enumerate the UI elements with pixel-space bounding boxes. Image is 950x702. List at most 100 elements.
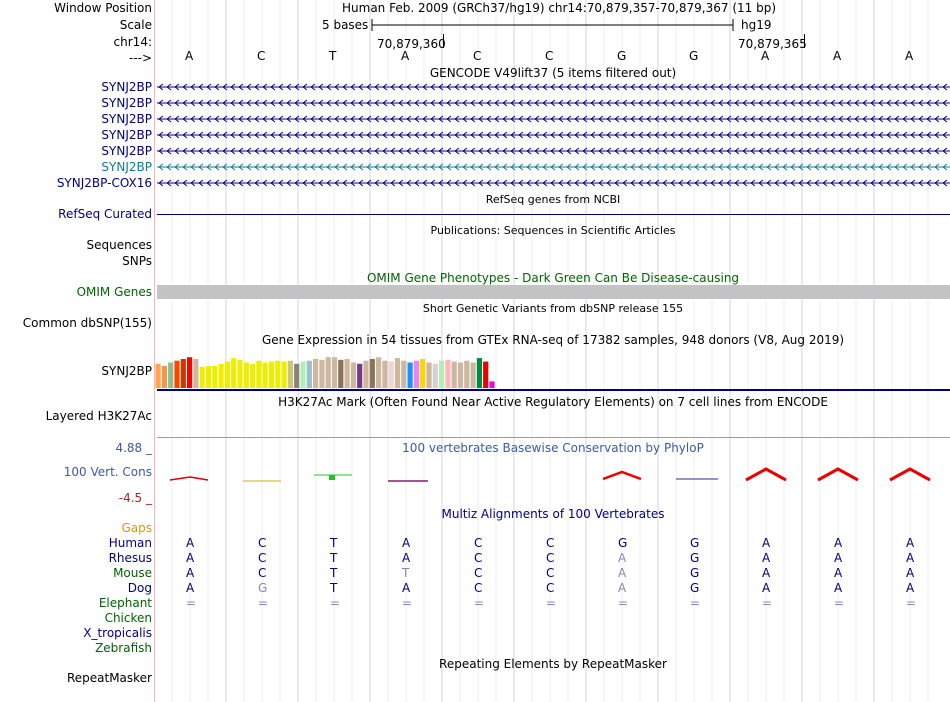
gtex-tissue-bar [243,362,249,388]
snps-label[interactable]: SNPs [122,254,152,268]
h3k27ac-title[interactable]: H3K27Ac Mark (Often Found Near Active Re… [278,395,828,409]
multiz-species-label[interactable]: Mouse [113,566,152,580]
multiz-base: = [474,596,485,610]
multiz-base: T [402,566,410,580]
sequences-label[interactable]: Sequences [86,238,152,252]
gtex-tissue-bar [250,363,256,388]
multiz-base: C [258,536,267,550]
gtex-tissue-bar [407,362,413,388]
gencode-title[interactable]: GENCODE V49lift37 (5 items filtered out) [429,66,677,80]
base-letter: A [401,49,410,63]
gtex-tissue-bar [168,362,174,388]
omim-title[interactable]: OMIM Gene Phenotypes - Dark Green Can Be… [366,271,740,285]
multiz-species-label[interactable]: Elephant [98,596,152,610]
gencode-gene-model[interactable] [157,178,950,188]
multiz-base: T [330,566,338,580]
h3k27ac-label[interactable]: Layered H3K27Ac [45,409,152,423]
refseq-label[interactable]: RefSeq Curated [58,207,152,221]
gencode-gene-label[interactable]: SYNJ2BP [101,96,152,110]
gtex-tissue-bar [281,361,287,388]
multiz-base: A [186,581,195,595]
multiz-base: A [834,581,843,595]
multiz-species-label[interactable]: Dog [127,581,152,595]
gencode-gene-label[interactable]: SYNJ2BP [101,112,152,126]
gtex-label[interactable]: SYNJ2BP [101,364,152,378]
multiz-base: C [474,551,483,565]
conservation-title[interactable]: 100 vertebrates Basewise Conservation by… [402,441,704,455]
multiz-title[interactable]: Multiz Alignments of 100 Vertebrates [441,507,665,521]
gencode-gene-model[interactable] [157,114,950,124]
cons-mark-T3-box [329,475,335,480]
gtex-tissue-bar [363,360,369,388]
dbsnp-label[interactable]: Common dbSNP(155) [22,316,152,330]
strand-label: ---> [128,51,152,65]
gtex-tissue-bar [212,366,218,388]
cons-mark-A1 [169,476,209,481]
gencode-gene-label[interactable]: SYNJ2BP [101,144,152,158]
gtex-tissue-bar [275,360,281,388]
conservation-label[interactable]: 100 Vert. Cons [63,465,152,479]
repeatmasker-label[interactable]: RepeatMasker [66,671,152,685]
conservation-ymin: -4.5 _ [118,491,152,505]
coord-right: 70,879,365 [738,37,807,51]
multiz-species-label[interactable]: X_tropicalis [83,626,152,640]
gtex-tissue-bar [413,360,419,388]
gencode-gene-label[interactable]: SYNJ2BP [101,80,152,94]
gtex-tissue-bar [457,362,464,388]
gtex-tissue-bar [489,381,495,388]
gtex-tissue-bar [470,362,476,388]
gtex-tissue-bar [306,360,312,388]
coord-right-tick [804,34,805,48]
multiz-base: A [186,536,195,550]
gtex-tissue-bar [357,363,363,388]
multiz-base: A [618,566,627,580]
multiz-species-label[interactable]: Human [108,536,152,550]
gencode-gene-model[interactable] [157,130,950,140]
omim-label[interactable]: OMIM Genes [76,285,152,299]
multiz-base: A [906,551,915,565]
multiz-base: A [834,536,843,550]
gtex-tissue-bar [231,358,237,388]
gtex-tissue-bar [218,363,224,388]
multiz-base: G [690,551,700,565]
gtex-tissue-bar [420,358,426,388]
repeatmasker-title[interactable]: Repeating Elements by RepeatMasker [439,657,667,671]
multiz-base: A [906,536,915,550]
multiz-base: = [258,596,269,610]
gencode-gene-model[interactable] [157,98,950,108]
refseq-line[interactable] [157,214,950,215]
gtex-bars[interactable] [0,340,950,400]
dbsnp-title[interactable]: Short Genetic Variants from dbSNP releas… [422,302,684,315]
gtex-title[interactable]: Gene Expression in 54 tissues from GTEx … [261,333,845,347]
gencode-gene-label[interactable]: SYNJ2BP-COX16 [56,176,152,190]
omim-bar[interactable] [157,285,950,299]
gencode-gene-label[interactable]: SYNJ2BP [101,128,152,142]
multiz-species-label[interactable]: Chicken [104,611,152,625]
multiz-species-label[interactable]: Zebrafish [95,641,152,655]
multiz-species-label[interactable]: Rhesus [108,551,152,565]
coord-left: 70,879,360 [377,37,446,51]
base-letter: A [185,49,194,63]
gencode-gene-model[interactable] [157,162,950,172]
gencode-gene-label[interactable]: SYNJ2BP [101,160,152,174]
gtex-tissue-bar [237,359,243,388]
gtex-tissue-bar [464,360,470,388]
gtex-tissue-bar [439,360,445,388]
multiz-base: A [762,581,771,595]
cons-mark-A9 [745,467,787,482]
gencode-gene-model[interactable] [157,82,950,92]
multiz-base: C [546,551,555,565]
gaps-label[interactable]: Gaps [121,521,152,535]
publications-title[interactable]: Publications: Sequences in Scientific Ar… [430,224,676,237]
multiz-base: G [618,536,628,550]
gtex-tissue-bar [338,359,344,388]
multiz-base: C [474,536,483,550]
gtex-tissue-bar [451,361,457,388]
multiz-base: C [258,566,267,580]
gencode-gene-model[interactable] [157,146,950,156]
conservation-plot[interactable] [0,460,950,500]
refseq-title[interactable]: RefSeq genes from NCBI [485,193,621,206]
gtex-tissue-bar [155,363,161,388]
multiz-base: A [762,566,771,580]
